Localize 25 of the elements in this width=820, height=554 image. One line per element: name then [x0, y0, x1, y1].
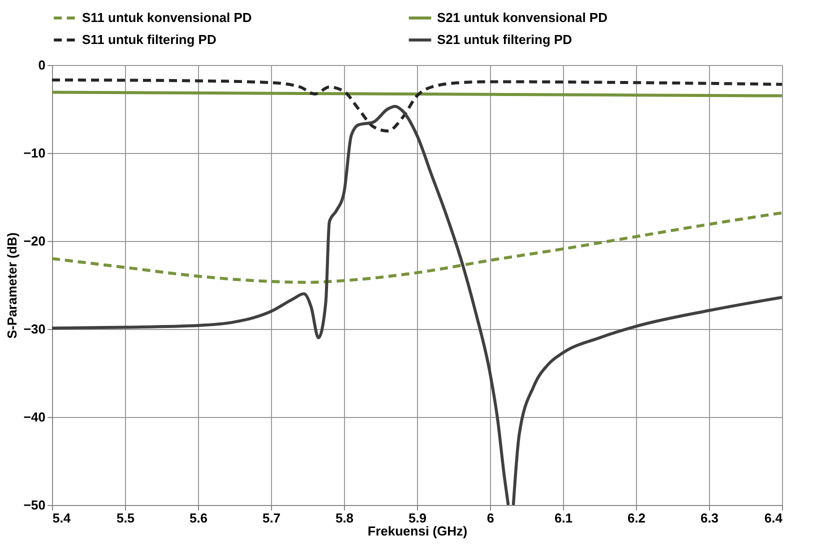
y-tick-label: 0	[38, 58, 46, 72]
x-tick-label: 5.6	[189, 510, 208, 526]
line-series	[52, 78, 782, 132]
y-tick-label: −50	[23, 498, 46, 512]
x-axis-title: Frekuensi (GHz)	[368, 524, 468, 538]
x-tick-label: 5.5	[116, 510, 135, 526]
y-tick-label: −10	[23, 146, 46, 160]
y-tick-label: −40	[23, 410, 46, 424]
legend-label: S11 untuk filtering PD	[82, 32, 216, 47]
x-tick-label: 6.1	[554, 510, 573, 526]
x-tick-label: 6.3	[700, 510, 719, 526]
line-series	[52, 211, 782, 284]
y-axis-title: S-Parameter (dB)	[4, 232, 20, 339]
y-tick-label: −30	[23, 322, 46, 336]
x-tick-label: 5.8	[335, 510, 354, 526]
x-tick-label: 5.7	[262, 510, 281, 526]
legend-label: S11 untuk konvensional PD	[82, 10, 252, 25]
legend-label: S21 untuk filtering PD	[437, 32, 572, 47]
x-tick-label: 5.4	[52, 510, 72, 526]
y-tick-label: −20	[23, 234, 46, 248]
legend-label: S21 untuk konvensional PD	[437, 10, 608, 25]
x-tick-label: 5.9	[408, 510, 427, 526]
x-tick-label: 6.2	[627, 510, 646, 526]
x-tick-label: 6	[486, 510, 494, 526]
x-tick-label: 6.4	[764, 510, 784, 526]
